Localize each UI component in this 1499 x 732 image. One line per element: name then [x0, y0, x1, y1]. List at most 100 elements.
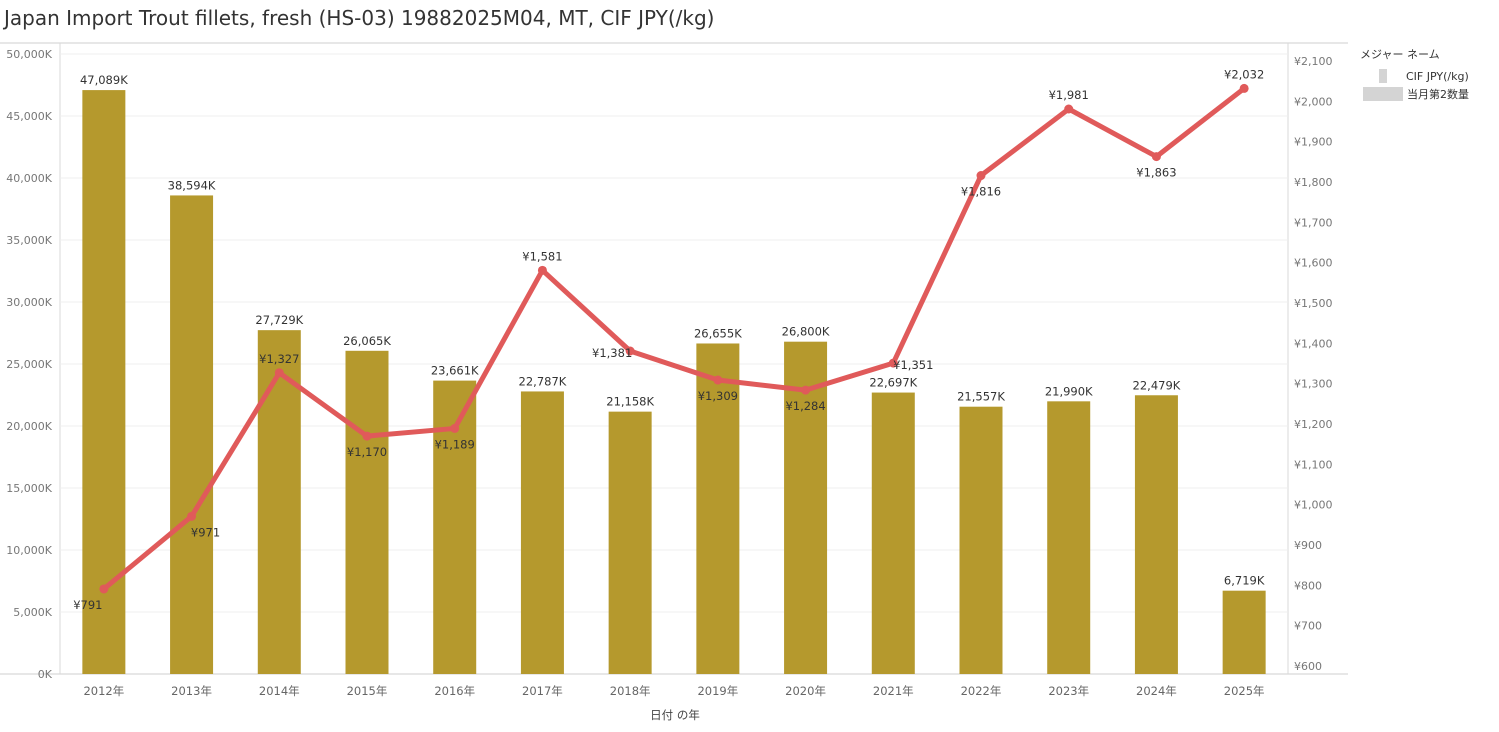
x-tick-label: 2021年: [873, 684, 914, 698]
price-value-label: ¥1,863: [1136, 166, 1176, 180]
y-right-tick-label: ¥1,400: [1294, 337, 1333, 350]
price-point: [99, 584, 109, 594]
y-left-tick-label: 30,000K: [6, 296, 52, 309]
x-tick-label: 2018年: [610, 684, 651, 698]
legend: メジャー ネーム CIF JPY(/kg) 当月第2数量: [1360, 46, 1469, 103]
x-tick-label: 2024年: [1136, 684, 1177, 698]
x-tick-label: 2019年: [697, 684, 738, 698]
bar-value-label: 21,990K: [1045, 384, 1093, 398]
y-right-tick-label: ¥2,100: [1294, 55, 1333, 68]
price-value-label: ¥1,170: [347, 445, 387, 459]
y-left-tick-label: 15,000K: [6, 482, 52, 495]
y-right-tick-label: ¥900: [1294, 539, 1322, 552]
y-left-tick-label: 35,000K: [6, 234, 52, 247]
price-value-label: ¥2,032: [1224, 67, 1264, 81]
price-point: [187, 511, 197, 521]
legend-bar-swatch: [1363, 87, 1403, 101]
x-tick-label: 2012年: [83, 684, 124, 698]
price-point: [888, 358, 898, 368]
bar: [784, 341, 828, 674]
price-point: [1151, 152, 1161, 162]
bar-value-label: 21,158K: [606, 395, 654, 409]
price-point: [362, 431, 372, 441]
price-point: [625, 346, 635, 356]
chart-title: Japan Import Trout fillets, fresh (HS-03…: [4, 6, 715, 30]
y-right-tick-label: ¥1,700: [1294, 216, 1333, 229]
bar-value-label: 22,479K: [1133, 378, 1181, 392]
y-left-tick-label: 25,000K: [6, 358, 52, 371]
y-right-tick-label: ¥1,000: [1294, 499, 1333, 512]
price-value-label: ¥1,309: [698, 389, 738, 403]
price-point: [537, 265, 547, 275]
x-tick-label: 2015年: [347, 684, 388, 698]
price-value-label: ¥1,189: [435, 437, 475, 451]
y-right-tick-label: ¥2,000: [1294, 95, 1333, 108]
bar-value-label: 23,661K: [431, 364, 479, 378]
x-tick-label: 2016年: [434, 684, 475, 698]
y-left-tick-label: 40,000K: [6, 172, 52, 185]
bar-value-label: 26,800K: [782, 325, 830, 339]
price-value-label: ¥1,351: [893, 358, 933, 372]
x-tick-label: 2013年: [171, 684, 212, 698]
combo-chart: 0K 5,000K 10,000K 15,000K 20,000K 25,000K 30,0…: [0, 42, 1348, 722]
price-point: [274, 368, 284, 378]
bar: [257, 330, 301, 674]
bar: [1047, 401, 1091, 674]
legend-label-quantity: 当月第2数量: [1407, 88, 1469, 101]
price-point: [450, 423, 460, 433]
y-right-tick-label: ¥1,500: [1294, 297, 1333, 310]
x-tick-label: 2014年: [259, 684, 300, 698]
bar: [1134, 395, 1178, 674]
price-value-label: ¥1,816: [961, 185, 1001, 199]
x-axis-title: 日付 の年: [650, 708, 700, 722]
price-point: [1239, 83, 1249, 93]
y-right-tick-label: ¥1,100: [1294, 458, 1333, 471]
x-tick-label: 2022年: [961, 684, 1002, 698]
bar: [608, 411, 652, 674]
legend-line-swatch: [1379, 69, 1387, 83]
x-tick-label: 2017年: [522, 684, 563, 698]
y-left-tick-label: 50,000K: [6, 48, 52, 61]
bar-value-label: 21,557K: [957, 390, 1005, 404]
bar-value-label: 6,719K: [1224, 574, 1265, 588]
y-right-tick-label: ¥800: [1294, 579, 1322, 592]
bar: [871, 392, 915, 674]
x-tick-label: 2020年: [785, 684, 826, 698]
price-point: [801, 385, 811, 395]
price-point: [976, 171, 986, 181]
bar-value-label: 38,594K: [168, 178, 216, 192]
x-tick-label: 2023年: [1048, 684, 1089, 698]
y-left-tick-label: 0K: [38, 668, 53, 681]
y-right-tick-label: ¥700: [1294, 620, 1322, 633]
legend-label-price: CIF JPY(/kg): [1406, 69, 1469, 83]
bar: [520, 391, 564, 674]
y-right-tick-label: ¥600: [1294, 660, 1322, 673]
legend-item-price[interactable]: CIF JPY(/kg): [1360, 67, 1469, 85]
bar-value-label: 26,655K: [694, 326, 742, 340]
y-right-tick-label: ¥1,200: [1294, 418, 1333, 431]
price-value-label: ¥1,581: [522, 249, 562, 263]
bar-value-label: 22,787K: [519, 374, 567, 388]
price-value-label: ¥971: [191, 525, 220, 539]
bar-value-label: 27,729K: [255, 313, 303, 327]
y-left-tick-label: 5,000K: [13, 606, 52, 619]
bar: [1222, 590, 1266, 674]
price-value-label: ¥1,327: [259, 352, 299, 366]
price-value-label: ¥791: [73, 598, 102, 612]
y-left-tick-label: 10,000K: [6, 544, 52, 557]
x-tick-label: 2025年: [1224, 684, 1265, 698]
y-right-tick-label: ¥1,800: [1294, 176, 1333, 189]
bar-value-label: 26,065K: [343, 334, 391, 348]
bar: [696, 343, 740, 674]
bar: [170, 195, 214, 675]
bar: [959, 406, 1003, 674]
price-value-label: ¥1,284: [785, 399, 825, 413]
legend-item-quantity[interactable]: 当月第2数量: [1360, 85, 1469, 103]
price-point: [713, 375, 723, 385]
price-value-label: ¥1,381: [592, 346, 632, 360]
price-line: [101, 85, 1247, 592]
y-left-tick-label: 45,000K: [6, 110, 52, 123]
price-value-label: ¥1,981: [1049, 88, 1089, 102]
y-right-tick-label: ¥1,900: [1294, 136, 1333, 149]
y-left-tick-label: 20,000K: [6, 420, 52, 433]
